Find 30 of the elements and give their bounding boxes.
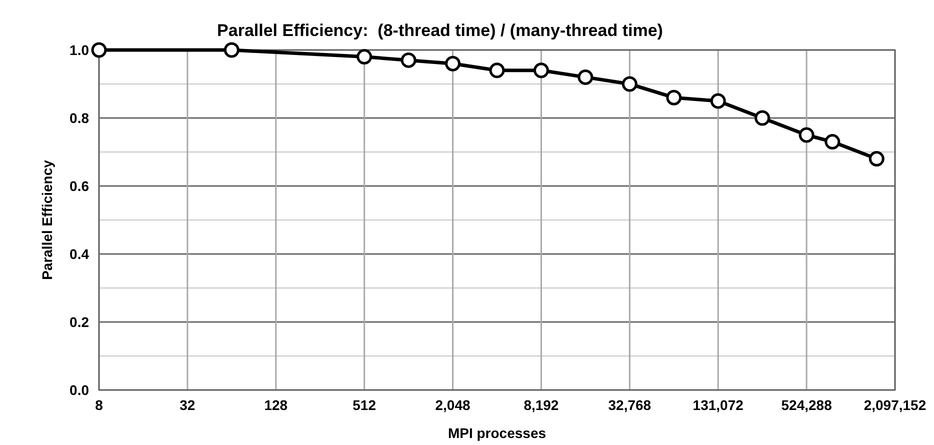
point xyxy=(533,62,549,78)
x-axis-title: MPI processes xyxy=(448,425,546,441)
x-tick-label: 2,048 xyxy=(435,397,470,413)
point xyxy=(356,49,372,65)
point xyxy=(489,62,505,78)
x-tick-label: 32 xyxy=(180,397,196,413)
y-tick-label: 0.2 xyxy=(70,314,90,330)
x-tick-label: 524,288 xyxy=(781,397,832,413)
y-tick-label: 0.0 xyxy=(70,382,90,398)
x-tick-label: 8 xyxy=(95,397,104,413)
x-tick-label: 32,768 xyxy=(608,397,652,413)
chart-title: Parallel Efficiency: (8-thread time) / (many-thread time) xyxy=(217,21,663,40)
point xyxy=(578,69,594,85)
point xyxy=(710,93,726,109)
point xyxy=(400,52,416,68)
point xyxy=(754,110,770,126)
y-axis-title: Parallel Efficiency xyxy=(39,160,55,280)
y-tick-label: 1.0 xyxy=(70,42,90,58)
point xyxy=(666,90,682,106)
x-tick-label: 128 xyxy=(264,397,288,413)
x-tick-label: 131,072 xyxy=(692,397,744,413)
y-tick-label: 0.8 xyxy=(70,110,90,126)
y-tick-label: 0.4 xyxy=(70,246,90,262)
point xyxy=(622,76,638,92)
x-tick-label: 2,097,152 xyxy=(864,397,926,413)
point xyxy=(445,56,461,72)
x-tick-label: 512 xyxy=(352,397,376,413)
y-tick-label: 0.6 xyxy=(70,178,90,194)
x-tick-label: 8,192 xyxy=(524,397,559,413)
point xyxy=(798,127,814,143)
